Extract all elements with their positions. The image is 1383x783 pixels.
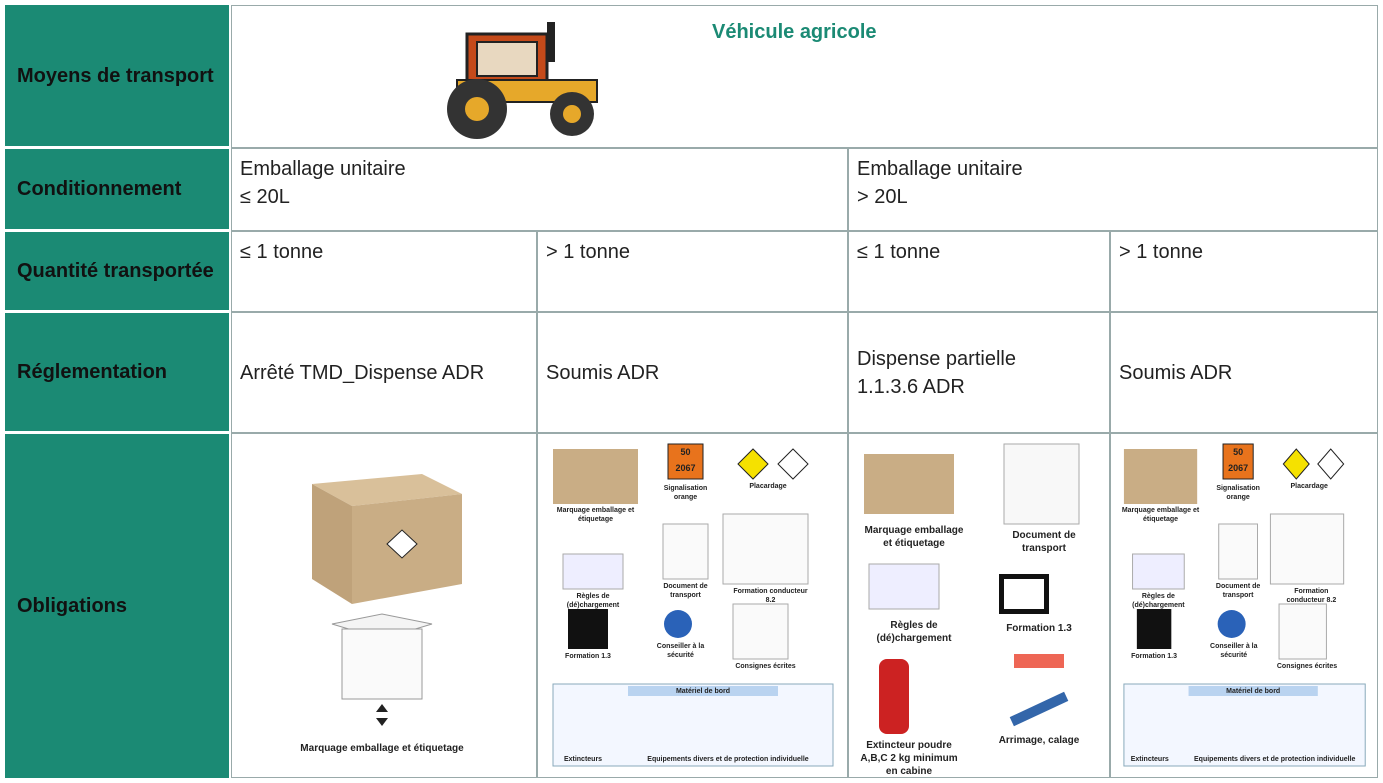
cell: Arrêté TMD_Dispense ADR [231,312,537,433]
caption: Document de transport [1012,530,1076,554]
icon [568,609,608,649]
obligation-cell: Marquage emballage et étiquetage Documen… [848,433,1110,778]
row-header: Quantité transportée [5,232,229,310]
caption: Formation conducteur 8.2 [1286,588,1337,604]
icon [562,553,624,590]
obligations-illustration [1123,443,1366,767]
caption: Equipements divers et de protection indi… [1194,756,1356,763]
text: ≤ 20L [240,186,290,208]
icon [553,449,638,504]
icon [1218,523,1258,580]
icon [737,448,769,480]
icon [667,443,704,480]
plate-number: 2067 [1228,463,1249,473]
text: Soumis ADR [546,361,660,384]
text: 1.1.3.6 ADR [857,375,965,398]
icon [628,686,778,696]
text: Arrêté TMD_Dispense ADR [240,361,485,384]
caption: Document de transport [1215,583,1261,599]
tractor-image [447,22,598,139]
caption: Signalisation orange [663,485,708,501]
cell: Emballage unitaire ≤ 20L [231,148,848,231]
icon [664,610,692,638]
caption: Matériel de bord [675,688,731,695]
caption: Marquage emballage et étiquetage [1121,507,1200,523]
caption: Extincteur poudre A,B,C 2 kg minimum en … [860,740,958,777]
icon [662,523,709,580]
obligations-illustration [552,443,834,767]
caption: Règles de (dé)chargement [876,620,952,644]
caption: Formation 1.3 [1131,653,1178,660]
cell: > 1 tonne [537,231,848,312]
caption: Placardage [1290,483,1328,490]
text: Dispense partielle [857,347,1016,370]
caption: Formation 1.3 [1006,623,1072,634]
icon [1132,553,1185,590]
cell: ≤ 1 tonne [848,231,1110,312]
icon [552,683,834,767]
caption: Règles de (dé)chargement [1132,593,1185,609]
caption: Formation 1.3 [565,653,611,660]
icon [1217,610,1246,638]
cell: Soumis ADR [537,312,848,433]
text: Soumis ADR [1119,361,1233,384]
transport-cell: Véhicule agricole [231,5,1378,148]
row-header: Moyens de transport [5,5,229,146]
caption: Placardage [749,483,787,490]
caption: Matériel de bord [1226,688,1281,695]
obligations-illustration [864,443,1080,734]
icon [1317,448,1345,480]
text: > 20L [857,186,908,208]
icon [722,513,809,585]
caption: Marquage emballage et étiquetage [556,507,635,523]
obligation-cell: 50 2067 Marquage emballage et étiquetage Si… [537,433,848,778]
caption: Conseiller à la sécurité [1210,643,1258,659]
text: Emballage unitaire [240,158,406,180]
caption: Règles de (dé)chargement [566,593,620,609]
obligation-cell: Marquage emballage et étiquetage [231,433,537,778]
row-header: Conditionnement [5,149,229,229]
icon [1123,683,1366,767]
caption: Consignes écrites [735,663,796,670]
cell: Emballage unitaire > 20L [848,148,1378,231]
caption: Marquage emballage et étiquetage [864,525,964,549]
cell: > 1 tonne [1110,231,1378,312]
row-header: Obligations [5,434,229,778]
plate-number: 2067 [675,463,696,473]
icon [777,448,809,480]
caption: Signalisation orange [1216,485,1260,501]
row-header: Réglementation [5,313,229,431]
caption: Formation conducteur 8.2 [733,588,808,604]
plate-number: 50 [1233,447,1244,457]
icon [1222,443,1254,480]
icon [1278,603,1327,660]
caption: Extincteurs [563,756,603,763]
icon [1269,513,1345,585]
icon [1136,609,1172,649]
text: Emballage unitaire [857,158,1023,180]
caption: Consignes écrites [1276,663,1338,670]
caption: Conseiller à la sécurité [656,643,705,659]
cell: Dispense partielle 1.1.3.6 ADR [848,312,1110,433]
caption: Arrimage, calage [998,735,1080,746]
icon [1282,448,1310,480]
caption: Equipements divers et de protection indi… [647,756,809,763]
caption: Document de transport [663,583,708,599]
plate-number: 50 [680,447,691,457]
caption: Marquage emballage et étiquetage [300,743,464,754]
vehicle-title: Véhicule agricole [712,21,877,43]
obligation-cell: 50 2067 Marquage emballage et étiquetage Si… [1110,433,1378,778]
cell: Soumis ADR [1110,312,1378,433]
icon [732,603,789,660]
package-illustration [312,474,462,726]
icon [1188,686,1318,696]
caption: Extincteurs [1130,756,1169,763]
icon [1123,449,1198,504]
cell: ≤ 1 tonne [231,231,537,312]
